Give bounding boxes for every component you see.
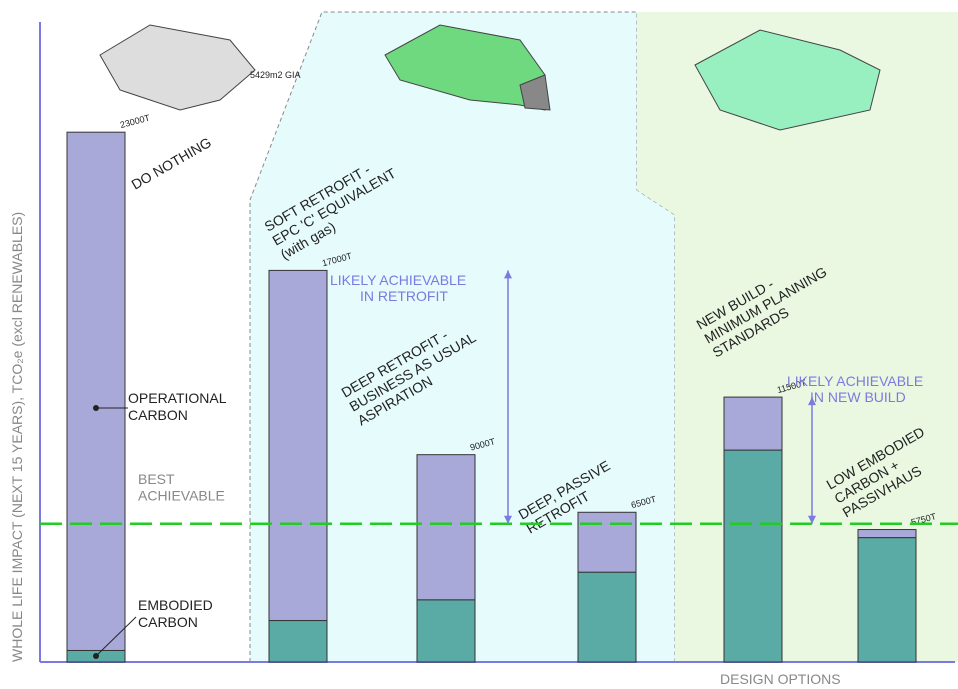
annotation: LIKELY ACHIEVABLE IN NEW BUILD (787, 373, 923, 405)
arrow-head (504, 270, 512, 279)
bar-segment (723, 449, 783, 663)
bar-segment (416, 454, 476, 601)
arrow-head (808, 397, 816, 406)
bar-segment (723, 396, 783, 451)
bar-segment (268, 620, 328, 663)
total-label: 23000T (119, 112, 152, 130)
y-axis-label: WHOLE LIFE IMPACT (NEXT 15 YEARS), TCO₂e… (9, 212, 25, 662)
x-axis-label: DESIGN OPTIONS (720, 671, 841, 687)
bar-segment (857, 537, 917, 663)
reference-label: BEST ACHIEVABLE (138, 471, 225, 504)
category-label: DO NOTHING (129, 134, 214, 193)
bar-segment (66, 131, 126, 651)
legend-leader (95, 616, 137, 657)
annotation: LIKELY ACHIEVABLE IN RETROFIT (330, 272, 466, 304)
building-sketches (99, 24, 881, 131)
bar-segment (268, 269, 328, 622)
arrow-head (504, 515, 512, 524)
bar-segment (577, 571, 637, 663)
arrow-head (808, 515, 816, 524)
bar-segment (416, 599, 476, 663)
area-label: 5429m2 GIA (250, 70, 301, 80)
bar-segment (857, 529, 917, 539)
new-build-panel (637, 12, 958, 662)
bar-segment (577, 511, 637, 573)
legend-entry: OPERATIONAL CARBON (128, 390, 227, 423)
legend-entry: EMBODIED CARBON (138, 597, 213, 630)
